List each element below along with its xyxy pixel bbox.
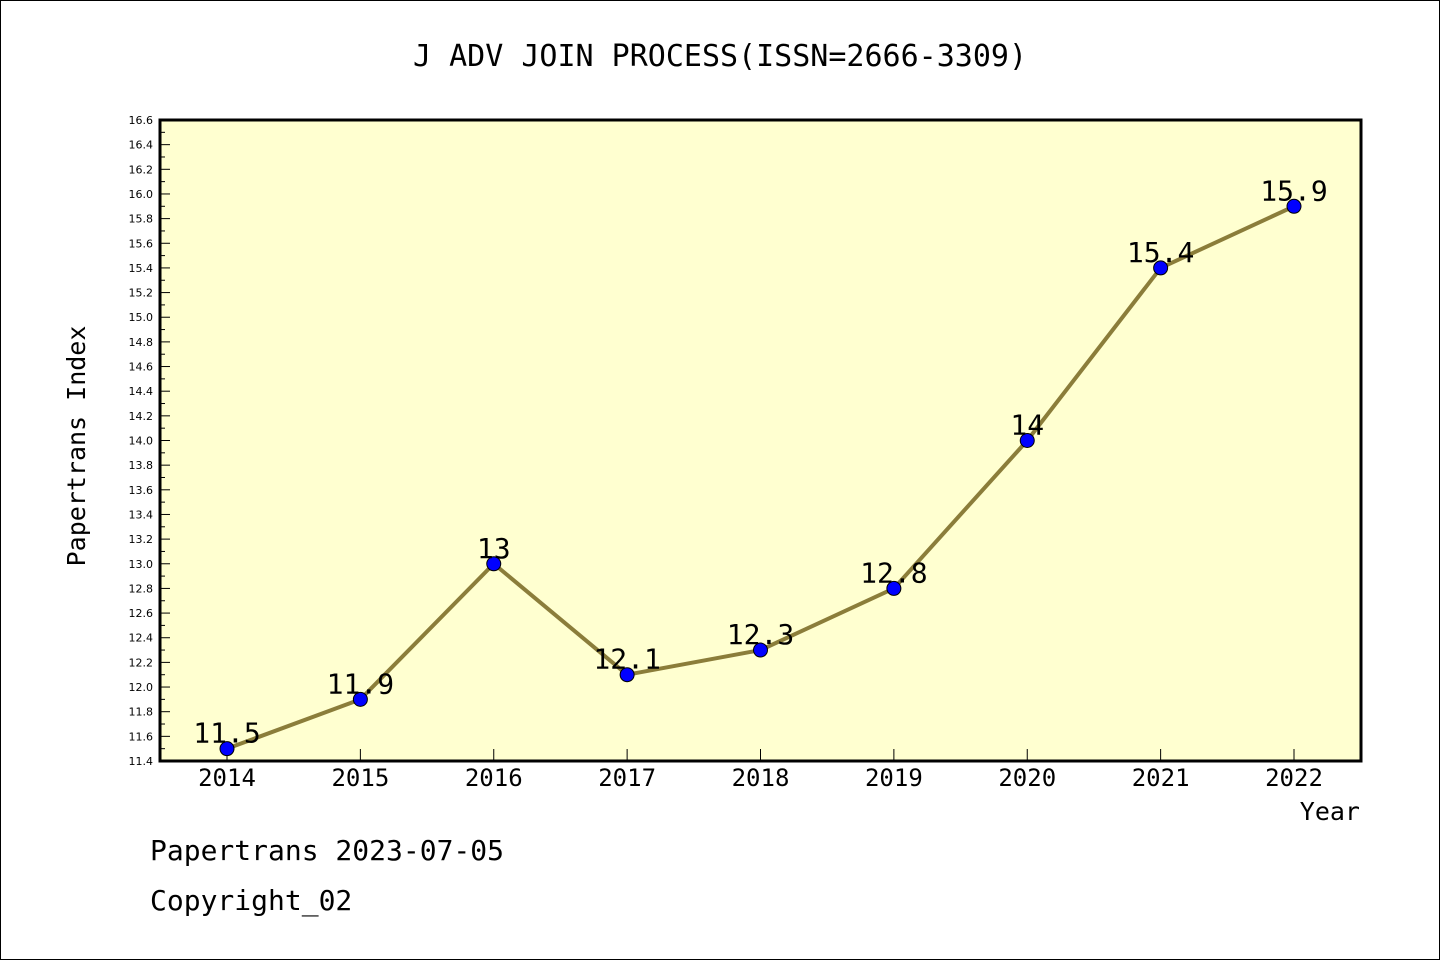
data-labels: 11.5 11.9 13 12.1 12.3 12.8 14 15.4 15.9 <box>193 174 1327 749</box>
x-tick-label: 2019 <box>865 764 923 792</box>
y-tick-label: 14.8 <box>129 336 154 349</box>
y-tick-label: 14.2 <box>129 410 154 423</box>
data-point <box>486 556 502 572</box>
y-tick-label: 15.2 <box>129 287 154 300</box>
y-tick-label: 15.6 <box>129 237 154 250</box>
data-point <box>886 580 902 596</box>
y-tick-label: 11.8 <box>129 706 154 719</box>
plot-area <box>160 120 1361 761</box>
data-points <box>219 198 1302 757</box>
data-point <box>1286 198 1302 214</box>
data-label: 12.8 <box>860 556 927 589</box>
y-tick-label: 12.0 <box>129 681 154 694</box>
y-tick-label: 12.4 <box>129 632 154 645</box>
x-tick-label: 2016 <box>465 764 523 792</box>
data-label: 14 <box>1010 409 1044 442</box>
y-tick-label: 16.0 <box>129 188 154 201</box>
data-point <box>219 741 235 757</box>
y-tick-label: 13.2 <box>129 533 154 546</box>
x-axis-label: Year <box>1300 797 1360 826</box>
x-tick-label: 2015 <box>331 764 389 792</box>
data-label: 12.3 <box>727 618 794 651</box>
y-tick-label: 11.4 <box>129 755 154 768</box>
y-tick-label: 15.0 <box>129 311 154 324</box>
data-label: 15.4 <box>1127 236 1194 269</box>
y-tick-label: 14.0 <box>129 435 154 448</box>
data-point <box>753 642 768 658</box>
plot-border <box>158 118 1363 763</box>
y-tick-label: 13.8 <box>129 459 154 472</box>
data-label: 13 <box>477 532 511 565</box>
y-tick-label: 15.8 <box>129 213 154 226</box>
data-point <box>352 691 368 707</box>
y-tick-label: 13.0 <box>129 558 154 571</box>
footer-date: Papertrans 2023-07-05 <box>150 834 505 867</box>
data-label: 12.1 <box>593 643 660 676</box>
y-tick-label: 11.6 <box>129 730 154 743</box>
y-tick-label: 15.4 <box>129 262 154 275</box>
x-tick-label: 2018 <box>732 764 790 792</box>
x-tick-label: 2014 <box>198 764 256 792</box>
x-tick-label: 2021 <box>1132 764 1190 792</box>
y-axis-label: Papertrans Index <box>62 326 91 567</box>
footer-copyright: Copyright_02 <box>150 884 353 917</box>
y-tick-label: 12.8 <box>129 582 154 595</box>
y-tick-label: 16.6 <box>129 114 154 127</box>
x-tick-label: 2017 <box>598 764 656 792</box>
chart-title: J ADV JOIN PROCESS(ISSN=2666-3309) <box>413 39 1027 74</box>
y-tick-label: 14.4 <box>129 385 154 398</box>
data-label: 11.5 <box>193 717 260 750</box>
y-tick-label: 13.6 <box>129 484 154 497</box>
y-tick-label: 16.4 <box>129 139 154 152</box>
data-label: 15.9 <box>1260 174 1327 207</box>
y-tick-label: 13.4 <box>129 508 154 521</box>
x-axis-ticks: 2014 2015 2016 2017 2018 2019 2020 2021 2022 <box>198 749 1323 792</box>
y-tick-label: 16.2 <box>129 163 154 176</box>
data-point <box>1153 260 1169 276</box>
data-label: 11.9 <box>327 667 394 700</box>
y-axis-ticks: 11.4 11.6 11.8 12.0 12.2 12.4 12.6 12.8 13.0 13.2… <box>129 114 170 768</box>
x-tick-label: 2020 <box>998 764 1056 792</box>
y-tick-label: 14.6 <box>129 361 154 374</box>
data-point <box>1019 433 1035 448</box>
y-tick-label: 12.2 <box>129 656 154 669</box>
y-tick-label: 12.6 <box>129 607 154 620</box>
data-point <box>619 667 635 683</box>
x-tick-label: 2022 <box>1265 764 1323 792</box>
